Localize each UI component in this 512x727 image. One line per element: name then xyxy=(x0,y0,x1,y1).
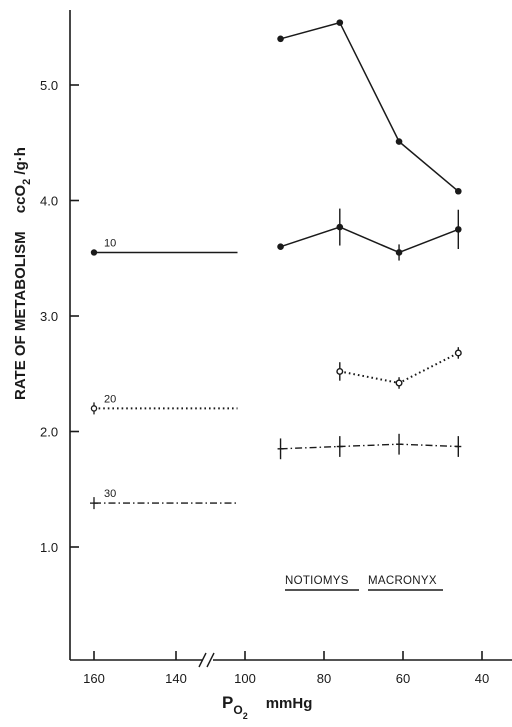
x-tick-label: 140 xyxy=(165,671,187,686)
species-label-macronyx: MACRONYX xyxy=(368,575,437,587)
data-point xyxy=(455,187,462,195)
x-ticks: 160 140 100 80 60 40 xyxy=(83,651,489,686)
x-tick-label: 40 xyxy=(475,671,489,686)
y-ticks: 1.0 2.0 3.0 4.0 5.0 xyxy=(40,78,79,555)
x-axis-label-unit: mmHg xyxy=(266,695,313,712)
y-tick-label: 5.0 xyxy=(40,78,58,93)
data-point xyxy=(395,249,403,256)
series-line xyxy=(280,21,459,192)
x-tick-label: 60 xyxy=(396,671,410,686)
x-axis-title: PO2 mmHg xyxy=(222,693,312,721)
y-tick-label: 4.0 xyxy=(40,194,58,209)
series-line xyxy=(280,443,459,450)
y-tick-label: 3.0 xyxy=(40,309,58,324)
series-0 xyxy=(277,19,462,195)
x-axis-label-subsub: 2 xyxy=(243,711,248,721)
series-label: 10 xyxy=(104,237,116,249)
data-point xyxy=(455,226,462,233)
x-tick-label: 160 xyxy=(83,671,105,686)
data-point xyxy=(454,349,462,357)
data-point xyxy=(336,223,344,231)
data-point xyxy=(336,19,344,26)
data-point xyxy=(395,379,403,387)
series-layer: 10 20 30 xyxy=(90,19,462,510)
series-2: 20 xyxy=(90,347,462,415)
data-point xyxy=(277,243,284,250)
axis-break-mark xyxy=(198,652,215,668)
series-1: 10 xyxy=(90,208,462,261)
species-label-notiomys: NOTIOMYS xyxy=(285,575,349,587)
y-axis-unit-sub: 2 xyxy=(21,179,33,185)
series-label: 30 xyxy=(104,488,116,500)
series-line xyxy=(280,226,459,254)
reference-marker xyxy=(90,405,98,412)
y-tick-label: 2.0 xyxy=(40,425,58,440)
reference-marker xyxy=(90,249,98,256)
data-point xyxy=(395,138,403,145)
y-axis-label: RATE OF METABOLISM xyxy=(12,231,29,400)
x-tick-label: 80 xyxy=(317,671,331,686)
data-point xyxy=(277,35,284,43)
data-point xyxy=(336,367,344,375)
y-axis-unit-main: ccO xyxy=(12,185,29,214)
y-axis-unit-rest: /g·h xyxy=(12,147,29,179)
y-axis-title: RATE OF METABOLISM ccO2 /g·h xyxy=(12,147,33,400)
y-tick-label: 1.0 xyxy=(40,540,58,555)
x-tick-label: 100 xyxy=(234,671,256,686)
x-axis-label-sub: O xyxy=(233,703,242,717)
series-3: 30 xyxy=(90,433,462,510)
x-axis-label-main: P xyxy=(222,693,233,712)
series-label: 20 xyxy=(104,393,116,405)
